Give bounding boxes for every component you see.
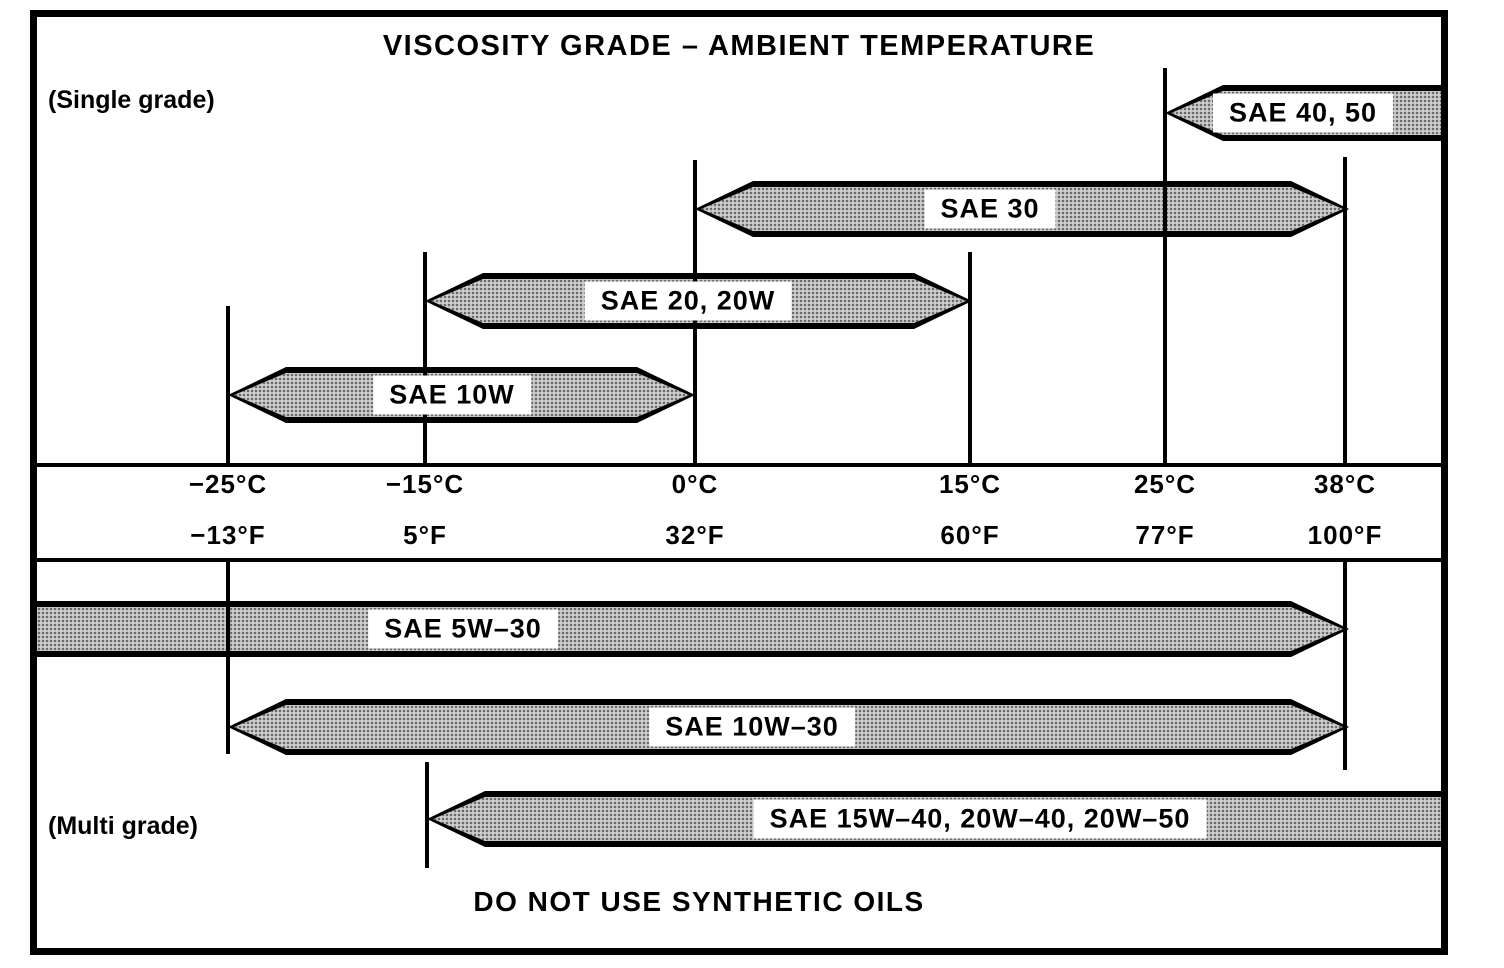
guide-line-25c-single [1163, 68, 1167, 463]
guide-line-38c-single [1343, 157, 1347, 463]
range-bar-label-sae-10w-30: SAE 10W–30 [649, 707, 855, 747]
range-bar-sae-5w-30 [37, 601, 1349, 657]
axis-tick-fahrenheit-77-f: 77°F [1135, 520, 1195, 550]
range-bar-label-sae-40-50: SAE 40, 50 [1212, 93, 1394, 133]
axis-tick-celsius-0-c: 0°C [671, 469, 719, 499]
guide-line-minus15c-multi [425, 762, 429, 868]
axis-tick-fahrenheit-100-f: 100°F [1307, 520, 1383, 550]
axis-tick-celsius-25-c: −25°C [188, 469, 268, 499]
axis-tick-celsius-15-c: 15°C [938, 469, 1002, 499]
range-bar-fill [37, 607, 1343, 651]
axis-tick-celsius-38-c: 38°C [1313, 469, 1377, 499]
axis-tick-fahrenheit-60-f: 60°F [940, 520, 1000, 550]
axis-tick-fahrenheit-5-f: 5°F [403, 520, 447, 550]
multi-grade-section-label: (Multi grade) [48, 812, 198, 840]
axis-tick-celsius-15-c: −15°C [385, 469, 465, 499]
guide-line-minus15c-single [423, 252, 427, 463]
guide-line-minus25c-multi [226, 560, 230, 754]
axis-tick-fahrenheit-32-f: 32°F [665, 520, 725, 550]
chart-border-frame [30, 10, 1448, 955]
range-bar-label-sae-20-20w: SAE 20, 20W [584, 281, 792, 321]
range-bar-label-sae-15w-40-20w-40-20w-50: SAE 15W–40, 20W–40, 20W–50 [753, 799, 1207, 839]
axis-bottom-rule [37, 558, 1441, 562]
footer-warning-text: DO NOT USE SYNTHETIC OILS [473, 886, 925, 917]
guide-line-38c-multi [1343, 560, 1347, 770]
axis-top-rule [37, 463, 1441, 467]
guide-line-minus25c-single [226, 306, 230, 463]
single-grade-section-label: (Single grade) [48, 86, 215, 114]
axis-tick-celsius-25-c: 25°C [1133, 469, 1197, 499]
range-bar-label-sae-5w-30: SAE 5W–30 [368, 609, 558, 649]
range-bar-label-sae-10w: SAE 10W [373, 375, 531, 415]
guide-line-15c-single [968, 252, 972, 463]
range-bar-label-sae-30: SAE 30 [924, 189, 1056, 229]
axis-tick-fahrenheit-13-f: −13°F [190, 520, 266, 550]
chart-title: VISCOSITY GRADE – AMBIENT TEMPERATURE [382, 30, 1096, 62]
